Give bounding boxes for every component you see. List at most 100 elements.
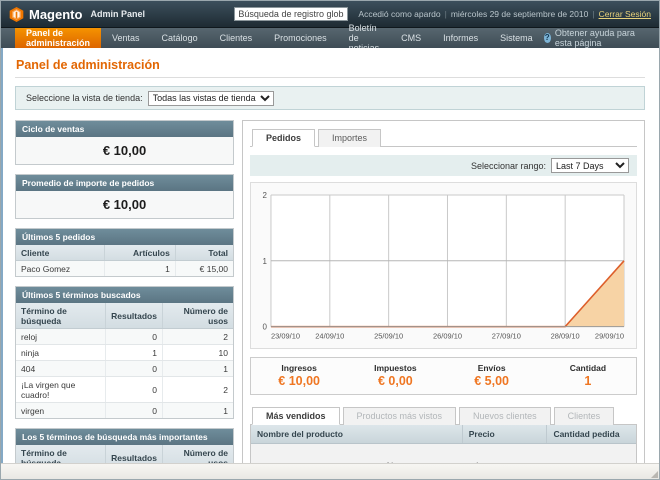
sales-cycle-value: € 10,00 — [16, 137, 233, 164]
total-label: Impuestos — [374, 362, 417, 373]
orders-tabs: Pedidos Importes — [250, 128, 637, 147]
column-header: Término de búsqueda — [16, 445, 107, 463]
table-row: 404 0 1 — [16, 360, 233, 377]
total-value: 1 — [584, 373, 592, 388]
grid-header: Nombre del producto Precio Cantidad pedida — [251, 424, 636, 444]
bestsellers-grid: Nombre del producto Precio Cantidad pedida… — [250, 424, 637, 463]
totals-strip: Ingresos € 10,00 Impuestos € 0,00 Envíos € 5,… — [250, 356, 637, 395]
card-title: Los 5 términos de búsqueda más important… — [16, 429, 233, 445]
column-header: Resultados — [105, 445, 163, 463]
svg-text:1: 1 — [263, 257, 268, 266]
total-ingresos: Ingresos € 10,00 — [251, 358, 347, 394]
column-header: Número de usos — [162, 303, 233, 329]
svg-text:25/09/10: 25/09/10 — [374, 332, 403, 341]
data-table: Cliente Artículos Total Paco Gomez 1 € 15,00 — [16, 245, 233, 276]
grid-empty-message: No se encontraron registros. — [251, 443, 636, 463]
page-title: Panel de administración — [16, 58, 160, 72]
nav-item-clientes[interactable]: Clientes — [219, 33, 253, 43]
orders-chart: 0 1 2 23/09/10 24/09/10 25/09/10 26/09/10 27/09… — [250, 182, 637, 349]
magento-logo: Magento Admin Panel — [9, 6, 145, 22]
store-switcher-select[interactable]: Todas las vistas de tienda — [147, 90, 274, 106]
total-value: € 5,00 — [474, 373, 509, 388]
table-cell: 1 — [162, 360, 233, 377]
table-cell: Paco Gomez — [16, 260, 105, 276]
tab-m-s-vendidos[interactable]: Más vendidos — [252, 406, 340, 425]
table-cell: 0 — [105, 360, 163, 377]
global-search-input[interactable] — [234, 7, 349, 21]
top-search-terms-card: Los 5 términos de búsqueda más important… — [15, 428, 234, 463]
orders-area-chart: 0 1 2 23/09/10 24/09/10 25/09/10 26/09/10 27/09… — [263, 191, 625, 341]
last-search-terms-card: Últimos 5 términos buscados Término de b… — [15, 286, 234, 419]
table-cell: 1 — [104, 260, 176, 276]
table-cell: ¡La virgen que cuadro! — [16, 376, 107, 403]
total-impuestos: Impuestos € 0,00 — [347, 358, 443, 394]
grid-column-header[interactable]: Nombre del producto — [251, 424, 463, 443]
help-link[interactable]: ? Obtener ayuda para esta página — [543, 28, 659, 48]
range-select[interactable]: Last 7 Days — [551, 158, 629, 173]
table-cell: virgen — [16, 402, 107, 418]
main-nav: Panel de administración Ventas Catálogo Cli… — [1, 23, 659, 53]
card-title: Últimos 5 pedidos — [16, 229, 233, 245]
table-cell: 2 — [162, 376, 233, 403]
total-cantidad: Cantidad 1 — [540, 358, 636, 394]
last-orders-card: Últimos 5 pedidos Cliente Artículos Total P… — [15, 228, 234, 277]
table-row: reloj 0 2 — [16, 328, 233, 345]
nav-item-cms[interactable]: CMS — [401, 33, 422, 43]
svg-text:24/09/10: 24/09/10 — [315, 332, 344, 341]
nav-item-informes[interactable]: Informes — [443, 33, 479, 43]
column-header: Número de usos — [162, 445, 233, 463]
tab-nuevos-clientes[interactable]: Nuevos clientes — [459, 406, 551, 425]
table-cell: ninja — [16, 344, 107, 361]
grid-column-header[interactable]: Cantidad pedida — [553, 428, 620, 439]
logo-text: Magento — [29, 6, 83, 22]
svg-text:2: 2 — [263, 191, 268, 200]
logo-subtext: Admin Panel — [90, 9, 145, 19]
nav-item-bolet-n-de-noticias[interactable]: Boletín de noticias — [348, 23, 380, 53]
grid-column-header[interactable]: Precio — [463, 424, 548, 443]
store-switcher-bar: Seleccione la vista de tienda: Todas las… — [15, 86, 645, 110]
table-cell: 404 — [16, 360, 107, 377]
table-row: ninja 1 10 — [16, 344, 233, 361]
logged-in-as: Accedió como apardo — [358, 9, 441, 19]
total-label: Cantidad — [569, 362, 607, 373]
avg-order-card: Promedio de importe de pedidos € 10,00 — [15, 174, 234, 219]
nav-item-cat-logo[interactable]: Catálogo — [161, 33, 198, 43]
tab-productos-m-s-vistos[interactable]: Productos más vistos — [342, 406, 457, 425]
separator: | — [592, 9, 595, 19]
nav-item-ventas[interactable]: Ventas — [112, 33, 140, 43]
tab-importes[interactable]: Importes — [318, 129, 382, 147]
column-header: Término de búsqueda — [16, 303, 107, 329]
title-divider — [15, 77, 645, 78]
total-label: Envíos — [477, 362, 506, 373]
resize-grip-icon[interactable] — [651, 471, 658, 478]
tab-clientes[interactable]: Clientes — [553, 406, 615, 425]
avg-order-value: € 10,00 — [16, 191, 233, 218]
table-row: Paco Gomez 1 € 15,00 — [16, 260, 233, 276]
nav-item-panel-de-administraci-n[interactable]: Panel de administración — [15, 28, 102, 48]
svg-text:23/09/10: 23/09/10 — [271, 332, 300, 341]
svg-text:0: 0 — [263, 323, 268, 332]
logout-link[interactable]: Cerrar Sesión — [598, 9, 651, 19]
data-table: Término de búsqueda Resultados Número de u… — [16, 303, 233, 418]
table-cell: 2 — [162, 328, 233, 345]
table-cell: 0 — [105, 402, 163, 418]
table-cell: 0 — [105, 328, 163, 345]
table-cell: 1 — [162, 402, 233, 418]
nav-item-promociones[interactable]: Promociones — [274, 33, 327, 43]
tab-pedidos[interactable]: Pedidos — [252, 129, 316, 147]
table-cell: reloj — [16, 328, 107, 345]
dashboard-main: Pedidos Importes Seleccionar rango: Last … — [242, 120, 645, 463]
table-cell: 10 — [162, 344, 233, 361]
window-footer — [1, 463, 659, 479]
grids-tabs: Más vendidos Productos más vistos Nuevos c… — [250, 406, 637, 425]
card-title: Ciclo de ventas — [16, 121, 233, 137]
dashboard-sidebar: Ciclo de ventas € 10,00 Promedio de impo… — [15, 120, 234, 463]
total-value: € 10,00 — [278, 373, 320, 388]
nav-item-sistema[interactable]: Sistema — [500, 33, 533, 43]
top-header: Magento Admin Panel Accedió como apardo … — [1, 1, 659, 28]
table-cell: 0 — [105, 376, 163, 403]
range-label: Seleccionar rango: — [470, 160, 546, 171]
current-date: miércoles 29 de septiembre de 2010 — [450, 9, 589, 19]
svg-text:28/09/10: 28/09/10 — [551, 332, 580, 341]
total-label: Ingresos — [281, 362, 317, 373]
